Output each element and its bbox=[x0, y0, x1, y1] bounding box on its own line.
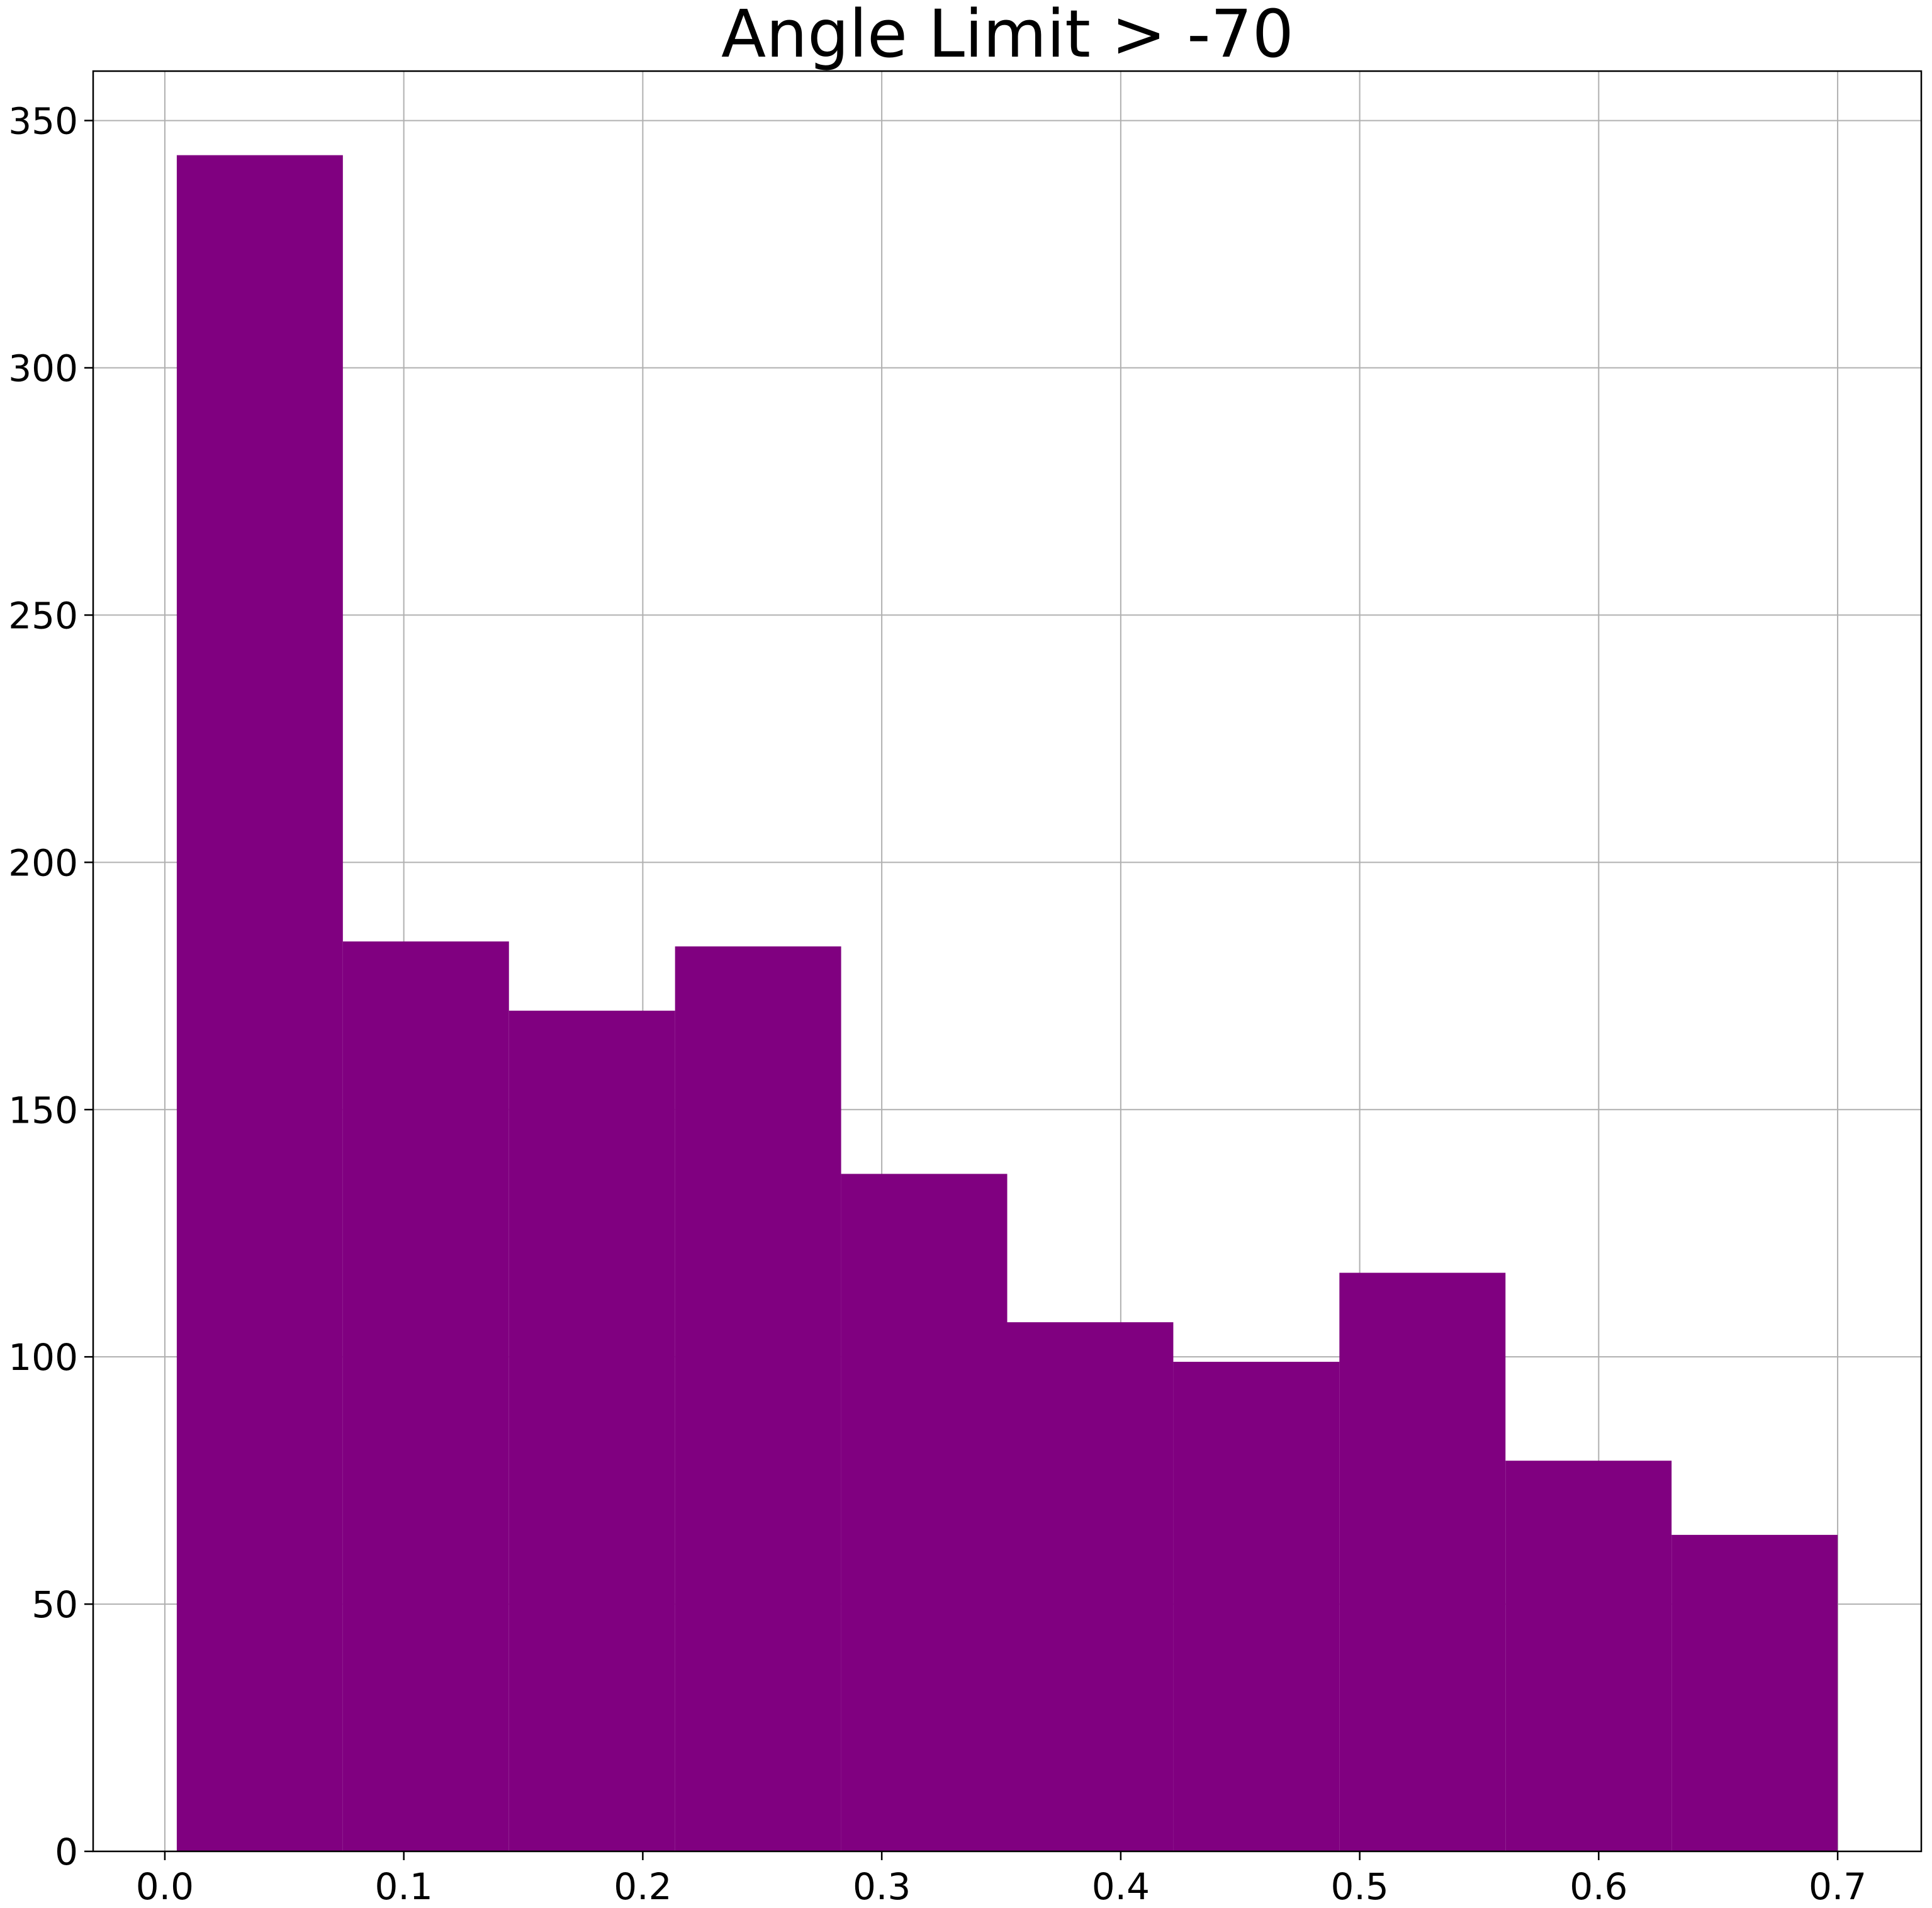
histogram-bar bbox=[1007, 1322, 1174, 1851]
y-tick-label: 100 bbox=[8, 1336, 78, 1379]
y-axis: 0 50 100 150 200 250 300 350 bbox=[8, 100, 93, 1873]
axes-frame bbox=[92, 70, 1923, 1853]
histogram-bar bbox=[1173, 1362, 1340, 1851]
histogram-bar bbox=[342, 941, 509, 1851]
x-tick-label: 0.3 bbox=[853, 1865, 911, 1908]
histogram-bars bbox=[176, 155, 1838, 1852]
y-tick-label: 350 bbox=[8, 100, 78, 143]
x-tick-label: 0.1 bbox=[375, 1865, 433, 1908]
histogram-bar bbox=[508, 1011, 675, 1851]
x-tick-label: 0.4 bbox=[1092, 1865, 1150, 1908]
histogram-bar bbox=[1339, 1272, 1506, 1851]
histogram-bar bbox=[1505, 1461, 1672, 1851]
x-tick-label: 0.6 bbox=[1570, 1865, 1627, 1908]
histogram-bar bbox=[675, 946, 841, 1851]
y-tick-label: 250 bbox=[8, 594, 78, 637]
histogram-bar bbox=[1671, 1535, 1838, 1851]
y-tick-label: 200 bbox=[8, 841, 78, 884]
histogram-bar bbox=[176, 155, 343, 1852]
y-tick-label: 300 bbox=[8, 347, 78, 390]
x-tick-label: 0.0 bbox=[136, 1865, 194, 1908]
y-tick-label: 0 bbox=[55, 1831, 78, 1873]
histogram-bar bbox=[841, 1174, 1008, 1851]
x-axis: 0.0 0.1 0.2 0.3 0.4 0.5 0.6 0.7 bbox=[136, 1851, 1867, 1908]
y-tick-label: 50 bbox=[31, 1583, 78, 1626]
chart-title: Angle Limit > -70 bbox=[721, 0, 1294, 72]
x-tick-label: 0.5 bbox=[1330, 1865, 1388, 1908]
y-tick-label: 150 bbox=[8, 1089, 78, 1131]
x-tick-label: 0.2 bbox=[614, 1865, 671, 1908]
x-tick-label: 0.7 bbox=[1809, 1865, 1867, 1908]
